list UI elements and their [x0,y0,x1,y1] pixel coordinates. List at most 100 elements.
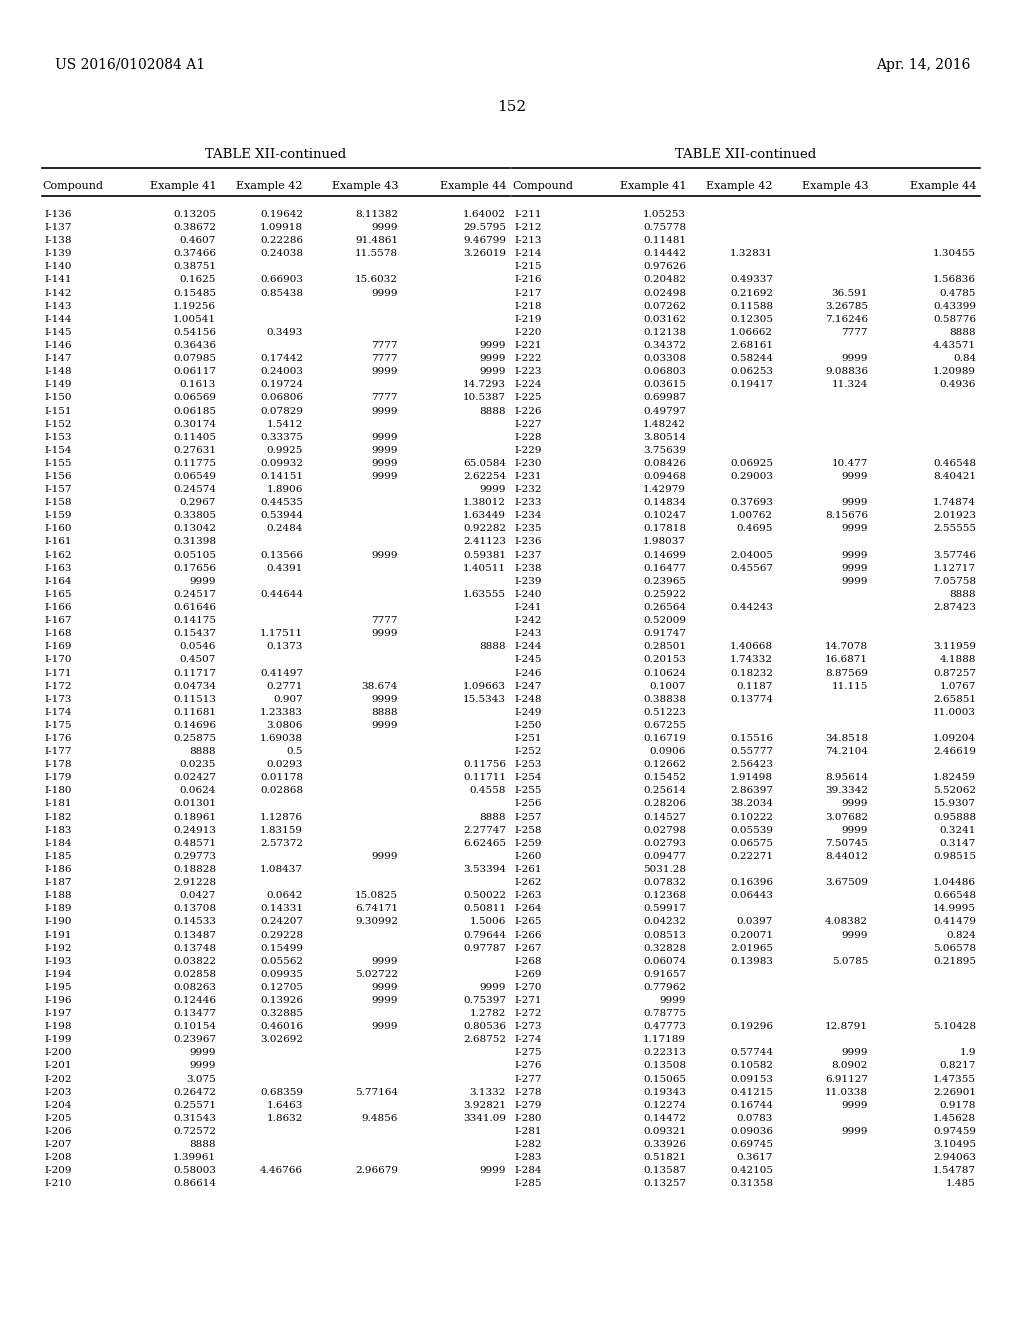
Text: I-264: I-264 [514,904,542,913]
Text: 6.74171: 6.74171 [355,904,398,913]
Text: 8.40421: 8.40421 [933,473,976,480]
Text: 14.7078: 14.7078 [825,643,868,651]
Text: 0.32885: 0.32885 [260,1008,303,1018]
Text: 8888: 8888 [372,708,398,717]
Text: 2.55555: 2.55555 [933,524,976,533]
Text: 8.44012: 8.44012 [825,851,868,861]
Text: I-261: I-261 [514,865,542,874]
Text: 8.87569: 8.87569 [825,668,868,677]
Text: I-154: I-154 [44,446,72,455]
Text: 0.09036: 0.09036 [730,1127,773,1137]
Text: 0.02498: 0.02498 [643,289,686,297]
Text: I-194: I-194 [44,970,72,979]
Text: 0.19417: 0.19417 [730,380,773,389]
Text: 0.4507: 0.4507 [179,656,216,664]
Text: 9999: 9999 [372,1022,398,1031]
Text: 1.6463: 1.6463 [266,1101,303,1110]
Text: 5.77164: 5.77164 [355,1088,398,1097]
Text: 9999: 9999 [372,446,398,455]
Text: I-243: I-243 [514,630,542,638]
Text: 0.14699: 0.14699 [643,550,686,560]
Text: 8.95614: 8.95614 [825,774,868,783]
Text: 0.54156: 0.54156 [173,327,216,337]
Text: I-144: I-144 [44,314,72,323]
Text: 0.3493: 0.3493 [266,327,303,337]
Text: 1.09663: 1.09663 [463,681,506,690]
Text: 5.02722: 5.02722 [355,970,398,979]
Text: 0.03822: 0.03822 [173,957,216,966]
Text: 9999: 9999 [189,1048,216,1057]
Text: 0.46016: 0.46016 [260,1022,303,1031]
Text: 5.10428: 5.10428 [933,1022,976,1031]
Text: 0.31358: 0.31358 [730,1179,773,1188]
Text: I-143: I-143 [44,302,72,310]
Text: I-273: I-273 [514,1022,542,1031]
Text: 0.51223: 0.51223 [643,708,686,717]
Text: I-188: I-188 [44,891,72,900]
Text: 8888: 8888 [189,747,216,756]
Text: I-181: I-181 [44,800,72,808]
Text: 1.9: 1.9 [959,1048,976,1057]
Text: 9999: 9999 [842,564,868,573]
Text: 1.09918: 1.09918 [260,223,303,232]
Text: I-213: I-213 [514,236,542,246]
Text: 9999: 9999 [842,1127,868,1137]
Text: 0.44644: 0.44644 [260,590,303,599]
Text: 0.79644: 0.79644 [463,931,506,940]
Text: 0.92282: 0.92282 [463,524,506,533]
Text: 3.02692: 3.02692 [260,1035,303,1044]
Text: 0.13774: 0.13774 [730,694,773,704]
Text: I-249: I-249 [514,708,542,717]
Text: I-280: I-280 [514,1114,542,1123]
Text: I-269: I-269 [514,970,542,979]
Text: I-279: I-279 [514,1101,542,1110]
Text: 0.59917: 0.59917 [643,904,686,913]
Text: 0.06443: 0.06443 [730,891,773,900]
Text: 9.4856: 9.4856 [361,1114,398,1123]
Text: 2.62254: 2.62254 [463,473,506,480]
Text: 3341.09: 3341.09 [463,1114,506,1123]
Text: Example 44: Example 44 [909,181,976,191]
Text: 3.07682: 3.07682 [825,813,868,821]
Text: I-211: I-211 [514,210,542,219]
Text: 9999: 9999 [842,577,868,586]
Text: 7777: 7777 [372,341,398,350]
Text: 0.27631: 0.27631 [173,446,216,455]
Text: 0.95888: 0.95888 [933,813,976,821]
Text: I-178: I-178 [44,760,72,770]
Text: I-182: I-182 [44,813,72,821]
Text: 0.18828: 0.18828 [173,865,216,874]
Text: 0.72572: 0.72572 [173,1127,216,1137]
Text: 0.87257: 0.87257 [933,668,976,677]
Text: 0.11681: 0.11681 [173,708,216,717]
Text: 0.0906: 0.0906 [649,747,686,756]
Text: I-241: I-241 [514,603,542,612]
Text: 36.591: 36.591 [831,289,868,297]
Text: 0.20482: 0.20482 [643,276,686,285]
Text: 0.15452: 0.15452 [643,774,686,783]
Text: I-219: I-219 [514,314,542,323]
Text: 0.44243: 0.44243 [730,603,773,612]
Text: 0.68359: 0.68359 [260,1088,303,1097]
Text: I-166: I-166 [44,603,72,612]
Text: 9999: 9999 [479,341,506,350]
Text: 0.24913: 0.24913 [173,826,216,834]
Text: I-220: I-220 [514,327,542,337]
Text: 0.58776: 0.58776 [933,314,976,323]
Text: 0.66548: 0.66548 [933,891,976,900]
Text: 0.33805: 0.33805 [173,511,216,520]
Text: 0.11711: 0.11711 [463,774,506,783]
Text: I-148: I-148 [44,367,72,376]
Text: 0.07262: 0.07262 [643,302,686,310]
Text: 1.23383: 1.23383 [260,708,303,717]
Text: 1.8906: 1.8906 [266,484,303,494]
Text: I-217: I-217 [514,289,542,297]
Text: 0.11481: 0.11481 [643,236,686,246]
Text: I-162: I-162 [44,550,72,560]
Text: 0.13983: 0.13983 [730,957,773,966]
Text: 0.97459: 0.97459 [933,1127,976,1137]
Text: I-180: I-180 [44,787,72,796]
Text: 10.5387: 10.5387 [463,393,506,403]
Text: 0.24574: 0.24574 [173,484,216,494]
Text: I-240: I-240 [514,590,542,599]
